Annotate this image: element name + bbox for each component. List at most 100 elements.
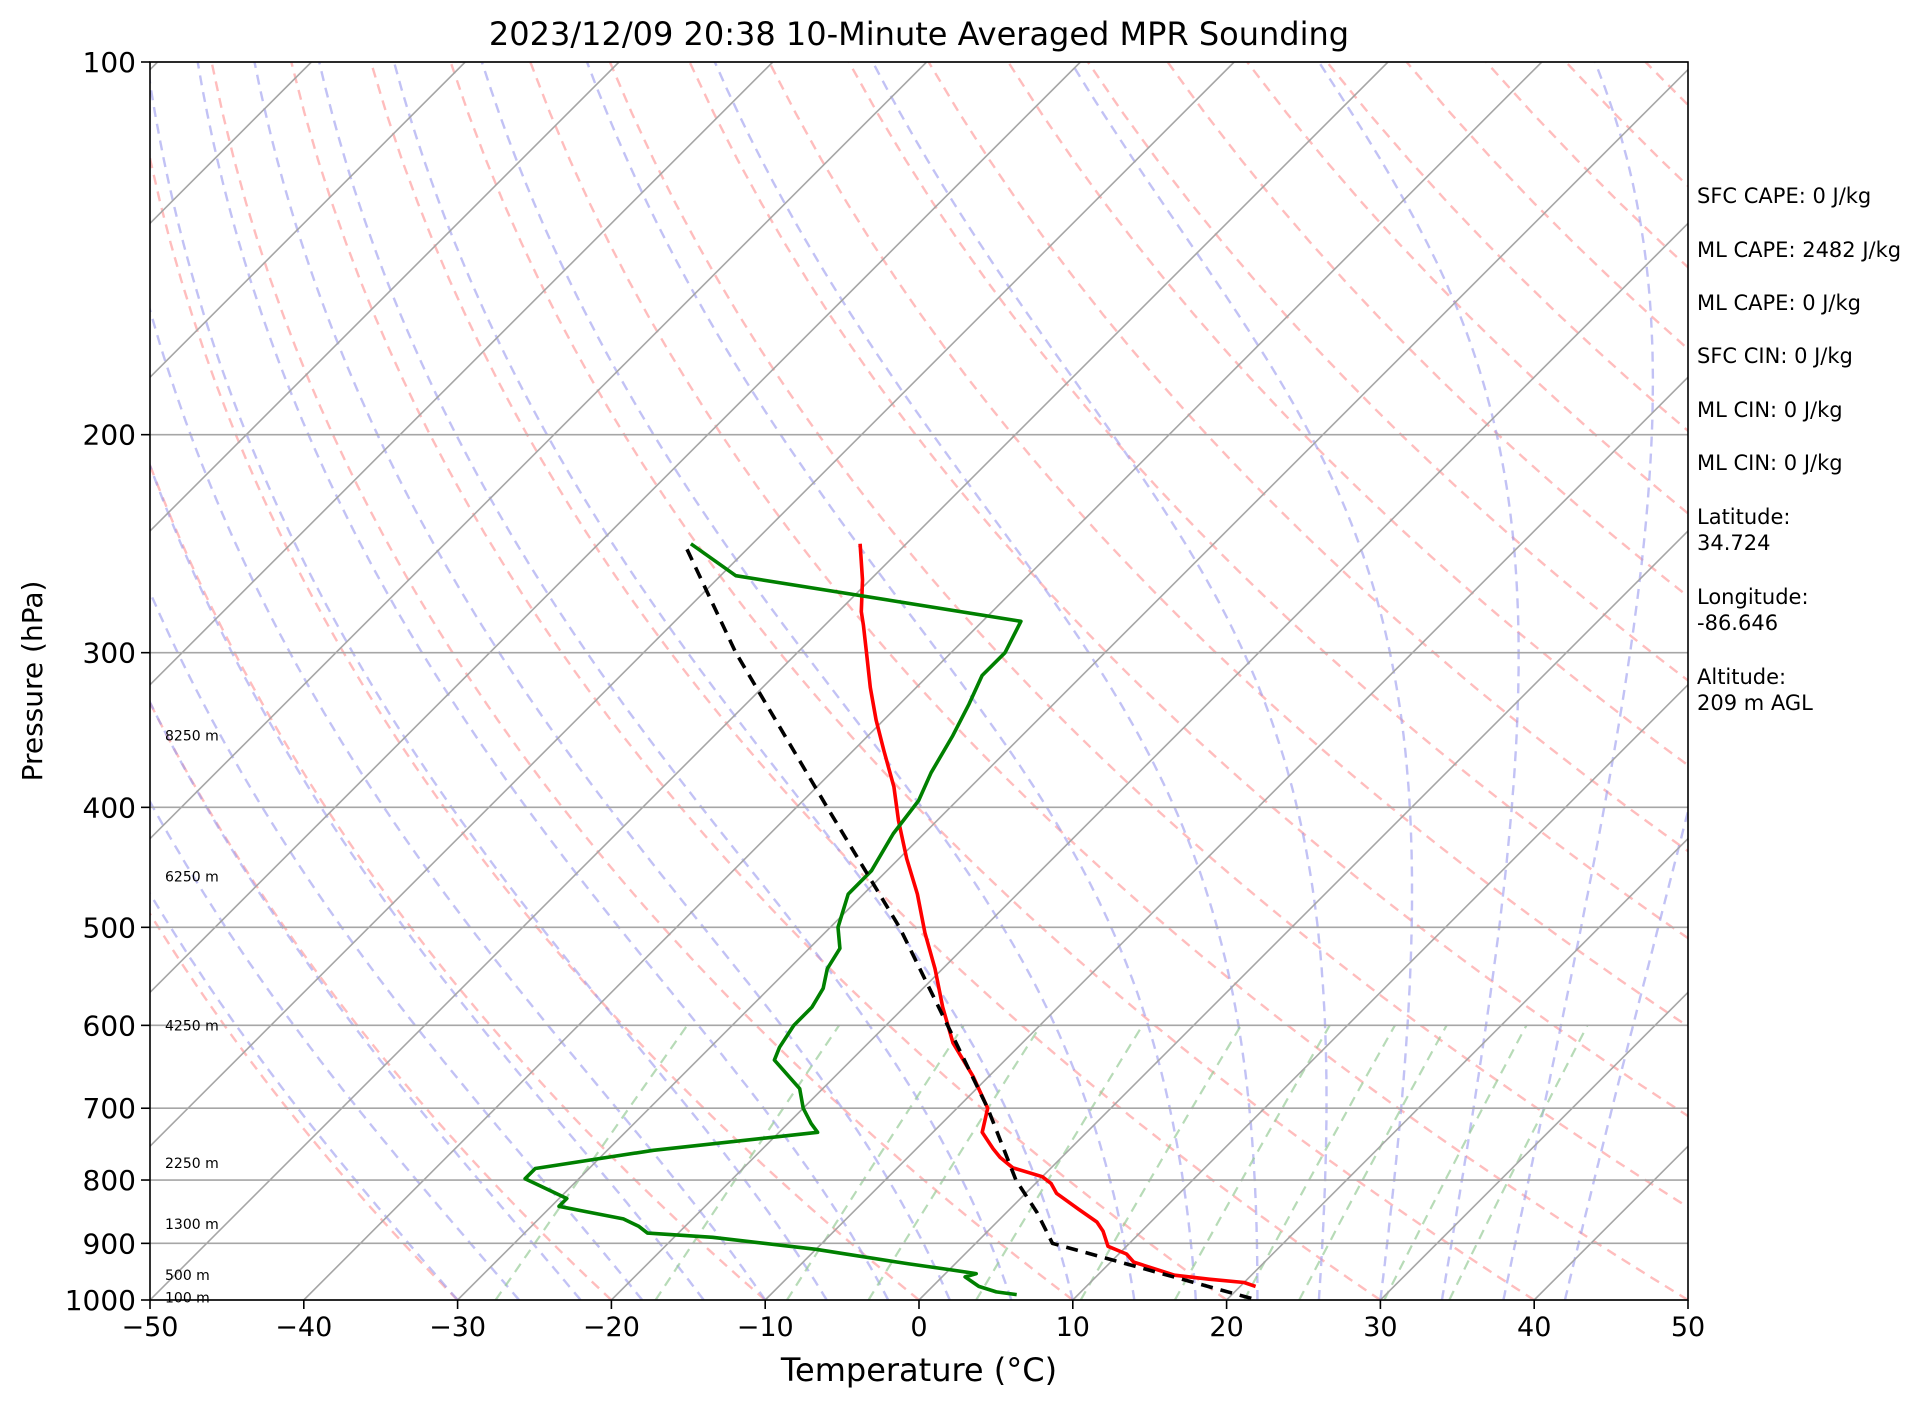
mixing-ratio-line xyxy=(1383,1024,1528,1300)
y-tick-label: 900 xyxy=(83,1227,136,1260)
isotherm xyxy=(303,62,1543,1300)
y-tick-label: 300 xyxy=(83,637,136,670)
moist-adiabat xyxy=(1069,62,1414,1300)
dry-adiabat xyxy=(1007,62,1688,767)
x-axis-label: Temperature (°C) xyxy=(780,1351,1057,1389)
series-line-3 xyxy=(684,547,1252,1300)
height-label: 4250 m xyxy=(165,1018,219,1034)
isotherm xyxy=(150,62,1389,1300)
isotherm xyxy=(150,62,1235,1148)
dry-adiabat xyxy=(1166,62,1688,598)
moist-adiabat xyxy=(585,62,1197,1300)
moist-adiabat xyxy=(150,589,644,1300)
info-line: 209 m AGL xyxy=(1697,691,1813,715)
moist-adiabat xyxy=(150,891,459,1300)
height-label: 8250 m xyxy=(165,729,219,745)
moist-adiabat xyxy=(253,62,951,1300)
x-tick-label: 30 xyxy=(1363,1312,1397,1343)
isotherm xyxy=(918,529,1688,1300)
isotherm xyxy=(150,62,466,379)
dry-adiabat xyxy=(688,62,1688,1118)
isotherm xyxy=(1226,837,1688,1300)
background-lines xyxy=(150,62,1688,1300)
height-label: 500 m xyxy=(165,1268,210,1284)
x-tick-label: −10 xyxy=(737,1312,794,1343)
height-label: 6250 m xyxy=(165,870,219,886)
x-tick-label: 20 xyxy=(1209,1312,1243,1343)
isotherm xyxy=(150,62,620,533)
moist-adiabat xyxy=(392,62,1074,1300)
y-tick-label: 400 xyxy=(83,791,136,824)
moist-adiabat xyxy=(480,62,1136,1300)
height-label: 1300 m xyxy=(165,1217,219,1233)
y-tick-label: 200 xyxy=(83,419,136,452)
isotherm xyxy=(457,68,1688,1300)
info-line: -86.646 xyxy=(1697,611,1778,635)
x-tick-label: −20 xyxy=(583,1312,640,1343)
y-tick-label: 500 xyxy=(83,911,136,944)
dry-adiabat xyxy=(150,461,766,1300)
x-tick-label: −30 xyxy=(429,1312,486,1343)
height-labels: 8250 m 6250 m 4250 m 2250 m 1300 m 500 m 100 m xyxy=(165,729,219,1307)
moist-adiabat xyxy=(318,62,1013,1300)
isotherm xyxy=(610,222,1688,1300)
isotherm xyxy=(150,62,1081,994)
info-line: Longitude: xyxy=(1697,585,1809,609)
height-label: 100 m xyxy=(165,1290,210,1306)
info-line: ML CAPE: 2482 J/kg xyxy=(1697,238,1901,262)
chart-title: 2023/12/09 20:38 10-Minute Averaged MPR … xyxy=(489,15,1349,53)
dry-adiabat xyxy=(608,62,1688,1209)
y-axis-label: Pressure (hPa) xyxy=(16,581,49,782)
moist-adiabat xyxy=(196,62,890,1300)
y-axis-ticks: 100 200 300 400 500 600 700 800 900 1000 xyxy=(65,46,150,1317)
info-line: ML CAPE: 0 J/kg xyxy=(1697,291,1861,315)
isotherm xyxy=(764,376,1688,1300)
isotherm xyxy=(1072,683,1688,1300)
moist-adiabat xyxy=(871,62,1328,1300)
moist-adiabat xyxy=(150,462,705,1300)
y-tick-label: 100 xyxy=(83,46,136,79)
data-traces xyxy=(523,542,1257,1300)
series-line-2 xyxy=(523,542,1023,1297)
moist-adiabat xyxy=(150,305,767,1300)
dry-adiabat xyxy=(529,62,1688,1300)
dry-adiabat xyxy=(768,62,1688,1028)
x-tick-label: 0 xyxy=(910,1312,927,1343)
dry-adiabat xyxy=(449,62,1535,1300)
moist-adiabat xyxy=(150,799,521,1300)
mixing-ratio-line xyxy=(1448,1024,1589,1300)
info-line: SFC CIN: 0 J/kg xyxy=(1697,344,1853,368)
info-line: ML CIN: 0 J/kg xyxy=(1697,451,1843,475)
moist-adiabat xyxy=(713,62,1259,1300)
dry-adiabat xyxy=(150,700,613,1300)
dry-adiabat xyxy=(210,62,1074,1300)
x-tick-label: 10 xyxy=(1056,1312,1090,1343)
isotherm xyxy=(150,62,928,840)
x-tick-label: 50 xyxy=(1671,1312,1705,1343)
y-tick-label: 700 xyxy=(83,1092,136,1125)
isotherm xyxy=(1379,991,1688,1300)
y-tick-label: 1000 xyxy=(65,1284,136,1317)
isotherm xyxy=(150,62,774,686)
sounding-info-panel: SFC CAPE: 0 J/kg ML CAPE: 2482 J/kg ML CAP… xyxy=(1697,184,1901,715)
x-tick-label: −50 xyxy=(122,1312,179,1343)
moist-adiabat xyxy=(1317,62,1520,1300)
info-line: ML CIN: 0 J/kg xyxy=(1697,398,1843,422)
dry-adiabat xyxy=(150,911,459,1300)
y-tick-label: 800 xyxy=(83,1164,136,1197)
info-line: Altitude: xyxy=(1697,665,1786,689)
moist-adiabat xyxy=(1563,806,1688,1300)
x-tick-label: −40 xyxy=(275,1312,332,1343)
series-line-1 xyxy=(858,543,1257,1289)
info-line: Latitude: xyxy=(1697,505,1791,529)
height-label: 2250 m xyxy=(165,1156,219,1172)
moist-adiabat xyxy=(150,74,828,1300)
dry-adiabat xyxy=(927,62,1688,853)
y-tick-label: 600 xyxy=(83,1009,136,1042)
dry-adiabat xyxy=(847,62,1688,940)
info-line: SFC CAPE: 0 J/kg xyxy=(1697,184,1871,208)
mixing-ratio-line xyxy=(1298,1024,1448,1300)
info-line: 34.724 xyxy=(1697,531,1770,555)
dry-adiabat xyxy=(150,152,920,1300)
